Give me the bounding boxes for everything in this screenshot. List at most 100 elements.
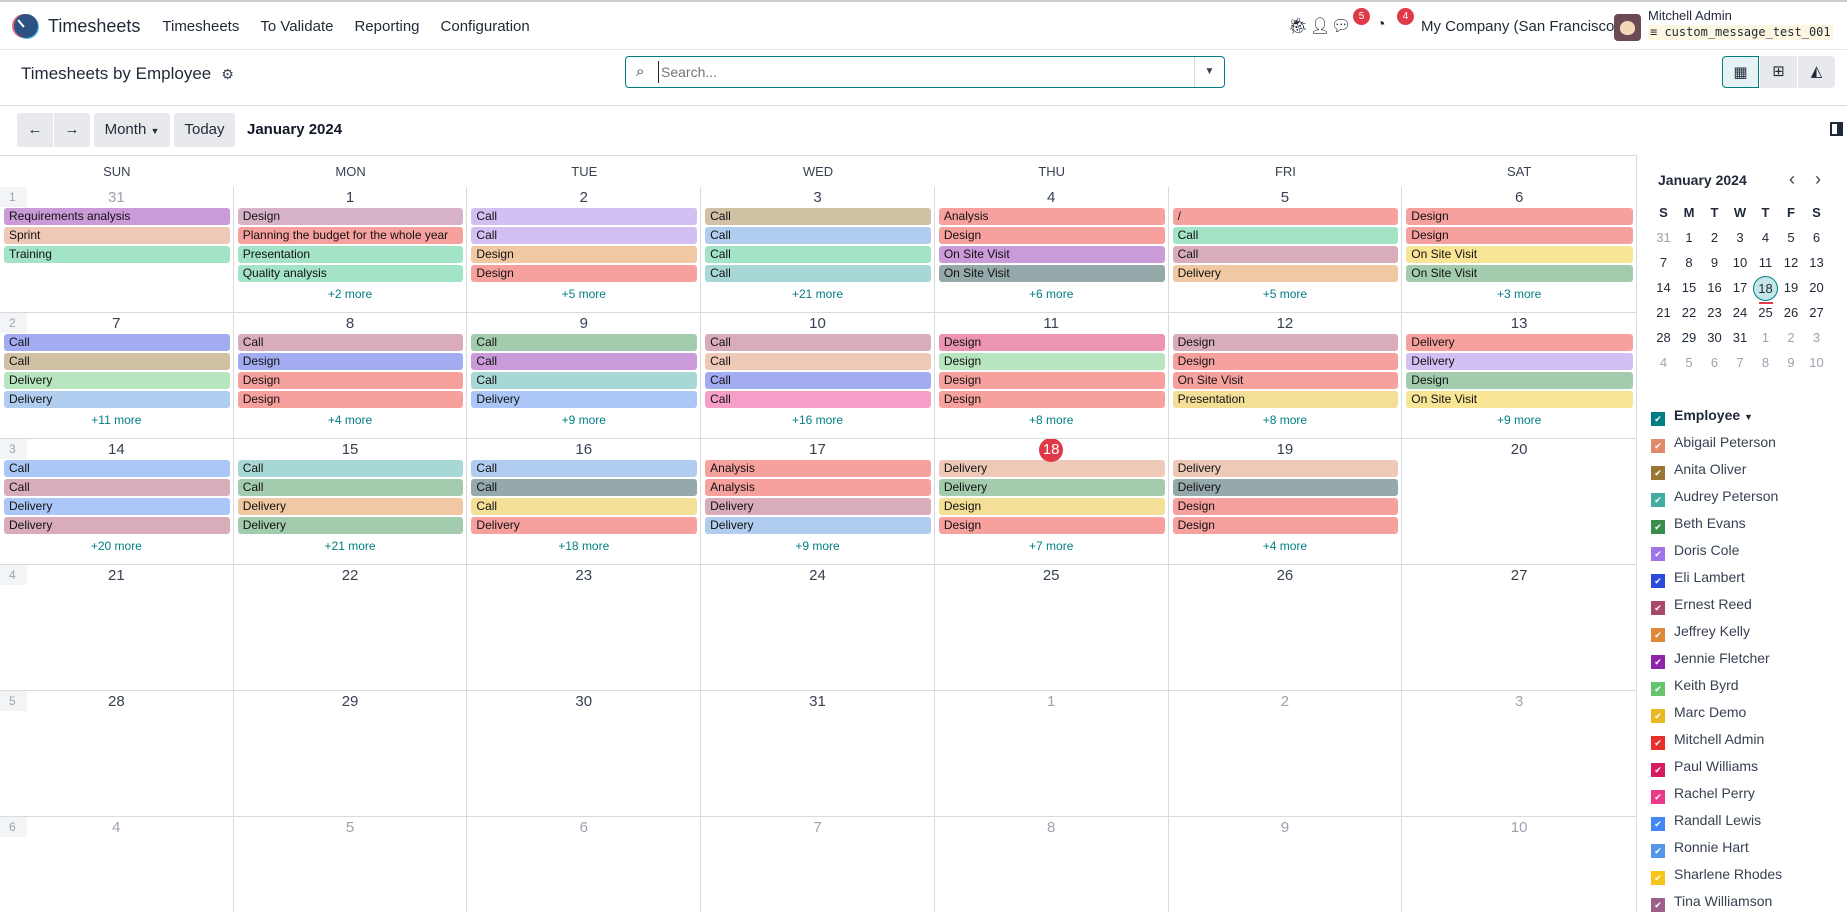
timesheet-event[interactable]: Design [237,208,464,225]
timesheet-event[interactable]: Delivery [4,498,230,515]
calendar-view-button[interactable]: ▦ [1722,56,1759,88]
day-cell[interactable]: 25 [934,565,1169,691]
timesheet-event[interactable]: Delivery [1406,334,1633,351]
timesheet-event[interactable]: Delivery [938,460,1165,477]
gear-icon[interactable]: ⚙ [221,65,234,82]
day-number[interactable]: 25 [935,565,1168,586]
mini-day[interactable]: 9 [1787,355,1795,370]
mini-day[interactable]: 27 [1809,305,1824,320]
search-options-toggle[interactable]: ▼ [1194,57,1224,87]
timesheet-event[interactable]: Delivery [4,372,230,389]
checkbox-icon[interactable]: ✔ [1651,736,1665,750]
timesheet-event[interactable]: Design [938,498,1165,515]
day-cell[interactable]: 11 Design Design Design Design +8 more [934,313,1169,439]
checkbox-icon[interactable]: ✔ [1651,493,1665,507]
timesheet-event[interactable]: Design [1406,372,1633,389]
day-cell[interactable]: 3 14 Call Call Delivery Delivery +20 more [0,439,234,565]
mini-day[interactable]: 10 [1732,255,1748,270]
timesheet-event[interactable]: Design [1172,517,1399,534]
day-number[interactable]: 3 [701,187,934,208]
timesheet-event[interactable]: Call [1172,246,1399,263]
menu-to-validate[interactable]: To Validate [260,17,334,35]
checkbox-icon[interactable]: ✔ [1651,601,1665,615]
day-number[interactable]: 5 [234,817,467,838]
checkbox-icon[interactable]: ✔ [1651,790,1665,804]
timesheet-event[interactable]: Delivery [4,391,230,408]
mini-day[interactable]: 20 [1809,280,1824,295]
timesheet-event[interactable]: Design [938,517,1165,534]
employee-filter-item[interactable]: ✔ Abigail Peterson [1651,434,1776,453]
day-cell[interactable]: 2 [1168,691,1403,817]
checkbox-icon[interactable]: ✔ [1651,412,1665,426]
timesheet-event[interactable]: Delivery [1172,479,1399,496]
more-events-link[interactable]: +4 more [1262,539,1308,553]
day-cell[interactable]: 5 28 [0,691,234,817]
pivot-view-button[interactable]: ⊞ [1760,56,1797,88]
timesheet-event[interactable]: Call [705,372,931,389]
graph-view-button[interactable]: ◭ [1798,56,1835,88]
checkbox-icon[interactable]: ✔ [1651,547,1665,561]
day-cell[interactable]: 8 [935,817,1169,912]
more-events-link[interactable]: +5 more [561,287,606,301]
checkbox-icon[interactable]: ✔ [1651,898,1665,912]
mini-day[interactable]: 1 [1685,230,1693,245]
day-cell[interactable]: 30 [467,691,702,817]
day-number[interactable]: 14 [0,439,233,460]
day-number[interactable]: 30 [467,691,700,712]
timesheet-event[interactable]: Requirements analysis [4,208,230,225]
timesheet-event[interactable]: Delivery [471,391,698,408]
timesheet-event[interactable]: Call [237,460,464,477]
mini-day[interactable]: 26 [1783,305,1799,320]
employee-filter-header[interactable]: ✔ Employee ▼ [1651,407,1753,426]
menu-timesheets[interactable]: Timesheets [162,17,240,35]
timesheet-event[interactable]: Call [471,479,698,496]
timesheet-event[interactable]: Call [471,460,698,477]
day-number[interactable]: 3 [1402,691,1636,712]
previous-button[interactable]: ← [17,113,53,147]
day-cell[interactable]: 8 Call Design Design Design +4 more [233,313,468,439]
more-events-link[interactable]: +21 more [791,287,843,301]
timesheet-event[interactable]: Call [471,498,698,515]
day-number[interactable]: 2 [1169,691,1402,712]
employee-filter-item[interactable]: ✔ Jennie Fletcher [1651,650,1770,669]
more-events-link[interactable]: +16 more [791,413,843,427]
day-cell[interactable]: 7 [701,817,935,912]
timesheet-event[interactable]: Design [938,353,1165,370]
mini-day[interactable]: 31 [1656,230,1671,245]
employee-filter-item[interactable]: ✔ Tina Williamson [1651,893,1772,912]
mini-day[interactable]: 19 [1783,280,1799,295]
day-number[interactable]: 8 [935,817,1168,838]
day-number[interactable]: 1 [935,691,1168,712]
day-cell[interactable]: 12 Design Design On Site Visit Presentation +… [1168,313,1403,439]
more-events-link[interactable]: +2 more [327,287,373,301]
employee-filter-item[interactable]: ✔ Keith Byrd [1651,677,1739,696]
timesheet-event[interactable]: Analysis [705,460,931,477]
timesheet-event[interactable]: Call [705,265,931,282]
mini-next-icon[interactable]: › [1815,169,1821,189]
timesheet-event[interactable]: Call [471,334,698,351]
day-cell[interactable]: 27 [1402,565,1636,691]
day-cell[interactable]: 5 / Call Call Delivery +5 more [1168,187,1403,313]
timesheet-event[interactable]: Presentation [237,246,464,263]
day-number[interactable]: 19 [1169,439,1402,460]
user-name[interactable]: Mitchell Admin [1648,8,1732,23]
day-number[interactable]: 6 [1402,187,1636,208]
timesheet-event[interactable]: Design [1172,353,1399,370]
mini-day[interactable]: 10 [1809,355,1824,370]
day-number[interactable]: 2 [467,187,700,208]
company-switcher[interactable]: My Company (San Francisco) [1421,18,1620,35]
checkbox-icon[interactable]: ✔ [1651,520,1665,534]
day-number[interactable]: 20 [1402,439,1636,460]
employee-filter-item[interactable]: ✔ Paul Williams [1651,758,1758,777]
timesheet-event[interactable]: Call [4,460,230,477]
mini-day[interactable]: 1 [1761,330,1770,345]
timesheet-event[interactable]: Call [4,334,230,351]
day-number[interactable]: 15 [234,439,467,460]
timesheet-event[interactable]: Design [1406,227,1633,244]
checkbox-icon[interactable]: ✔ [1651,817,1665,831]
employee-filter-item[interactable]: ✔ Randall Lewis [1651,812,1761,831]
employee-filter-item[interactable]: ✔ Rachel Perry [1651,785,1755,804]
timesheet-event[interactable]: Call [1172,227,1399,244]
timesheet-event[interactable]: Design [1172,334,1399,351]
